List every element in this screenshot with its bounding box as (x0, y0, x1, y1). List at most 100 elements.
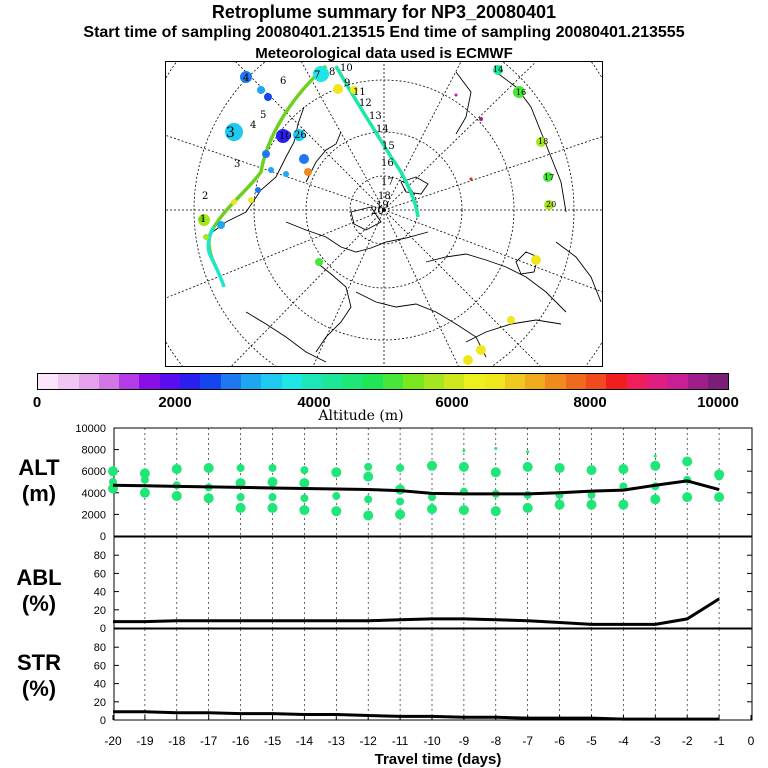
colorbar-swatch (322, 374, 343, 389)
colorbar-swatch (646, 374, 668, 389)
path-label: 3 (234, 159, 240, 170)
plot-frame-abl (113, 536, 753, 629)
path-label: 7 (314, 70, 320, 81)
colorbar-tick: 0 (32, 394, 42, 411)
x-tick-label: -9 (459, 734, 470, 748)
alt-scatter-point (139, 468, 150, 479)
alt-scatter-point (682, 456, 693, 467)
path-label: 1 (200, 214, 206, 225)
alt-scatter-point (554, 462, 565, 473)
cluster-marker (217, 221, 225, 229)
meridian (383, 209, 541, 366)
alt-scatter-point (618, 464, 629, 475)
colorbar-swatch (159, 374, 181, 389)
alt-scatter-point (203, 462, 214, 473)
cluster-label: 16 (516, 88, 526, 97)
y-tick-label: 60 (94, 568, 106, 580)
cluster-marker (531, 255, 541, 265)
cluster-marker (333, 84, 343, 94)
x-tick-label: -18 (168, 734, 186, 748)
alt-label-bottom: (m) (21, 481, 57, 506)
series-line-alt (112, 479, 720, 496)
y-tick-label: 8000 (82, 445, 106, 457)
cluster-marker (248, 197, 254, 203)
alt-scatter-point (682, 492, 693, 503)
path-label: 17 (381, 177, 394, 188)
colorbar-label: Altitude (m) (318, 408, 404, 424)
alt-scatter-point (268, 493, 277, 502)
x-tick-label: -15 (264, 734, 282, 748)
colorbar-swatch (58, 374, 79, 389)
meridian (166, 209, 385, 299)
y-tick-label: 40 (94, 587, 106, 599)
cluster-label: 10 (279, 131, 292, 142)
alt-scatter-point (363, 510, 374, 521)
colorbar-swatch (383, 374, 404, 389)
colorbar-swatch (362, 374, 384, 389)
colorbar-swatch (443, 374, 465, 389)
cluster-marker (276, 129, 290, 143)
x-tick-label: -19 (136, 734, 154, 748)
cluster-marker (469, 177, 473, 181)
y-tick-label: 6000 (82, 466, 106, 478)
alt-scatter-point (462, 449, 466, 453)
x-tick-label: -14 (296, 734, 314, 748)
path-label: 6 (280, 76, 286, 87)
colorbar-swatch (545, 374, 566, 389)
alt-label-top: ALT (18, 455, 60, 480)
alt-scatter-point (554, 499, 565, 510)
path-label: 15 (382, 141, 395, 152)
cluster-marker (313, 66, 329, 82)
cluster-marker (513, 86, 525, 98)
x-tick-label: 0 (748, 734, 755, 748)
x-tick-label: -20 (104, 734, 122, 748)
x-tick-label: -3 (650, 734, 661, 748)
alt-scatter-point (458, 461, 469, 472)
alt-scatter-point (490, 467, 501, 478)
cluster-marker (268, 167, 274, 173)
coastline (455, 71, 472, 135)
abl-label-bottom: (%) (21, 591, 57, 616)
cluster-marker (304, 168, 312, 176)
cluster-marker (507, 316, 515, 324)
coastline (355, 291, 487, 358)
trajectory-path-teal (334, 65, 420, 218)
colorbar-swatch (78, 374, 99, 389)
alt-scatter-point (522, 502, 533, 513)
cluster-marker (264, 93, 272, 101)
x-tick-label: -7 (522, 734, 533, 748)
colorbar-swatch (139, 374, 160, 389)
y-tick-label: 4000 (82, 488, 106, 500)
colorbar-tick: 2000 (158, 394, 192, 411)
alt-scatter-point (364, 462, 373, 471)
colorbar-swatch (281, 374, 302, 389)
colorbar-swatch (98, 374, 120, 389)
series-line-abl (113, 597, 720, 626)
x-tick-label: -1 (714, 734, 725, 748)
cluster-label: 26 (294, 130, 307, 141)
colorbar-swatch (525, 374, 546, 389)
y-tick-label: 2000 (82, 509, 106, 521)
path-label: 10 (340, 63, 353, 74)
y-tick-label: 0 (100, 623, 106, 635)
colorbar-swatch (423, 374, 444, 389)
alt-scatter-point (267, 477, 278, 487)
y-tick-label: 20 (94, 605, 106, 617)
alt-scatter-point (203, 493, 214, 504)
cluster-label: 14 (493, 65, 503, 74)
meridian (383, 62, 462, 211)
alt-scatter-point (236, 463, 245, 472)
alt-scatter-point (587, 490, 596, 499)
cluster-marker (493, 65, 503, 75)
colorbar-swatch (342, 374, 363, 389)
y-tick-label: 10000 (75, 423, 106, 435)
cluster-marker (350, 86, 358, 94)
meridian (383, 209, 602, 293)
cluster-marker (255, 187, 261, 193)
coastline (425, 253, 567, 313)
alt-scatter-point (396, 463, 405, 472)
alt-scatter-point (650, 494, 661, 505)
alt-scatter-point (586, 499, 597, 510)
coastline (285, 221, 429, 253)
